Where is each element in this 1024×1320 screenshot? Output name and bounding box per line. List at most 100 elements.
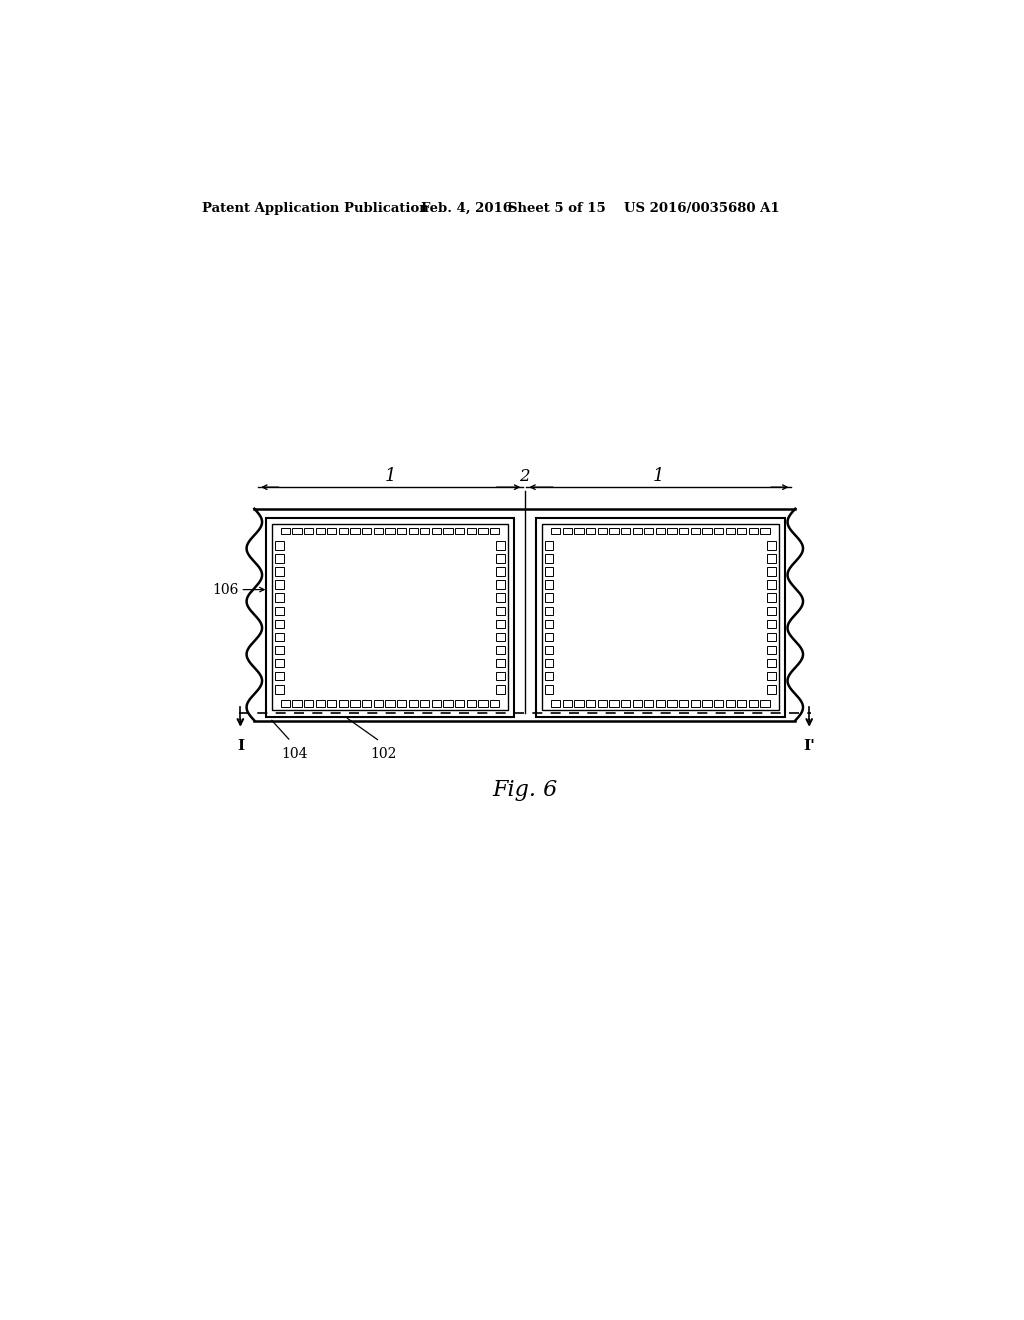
Bar bbox=[496, 568, 505, 576]
Bar bbox=[272, 524, 508, 710]
Bar bbox=[275, 659, 284, 668]
Bar bbox=[304, 701, 313, 706]
Text: 1: 1 bbox=[385, 467, 396, 484]
Bar bbox=[545, 632, 554, 642]
Bar bbox=[432, 701, 441, 706]
Bar bbox=[496, 632, 505, 642]
Bar bbox=[679, 528, 688, 535]
Bar bbox=[767, 607, 776, 615]
Bar bbox=[545, 568, 554, 576]
Bar bbox=[702, 701, 712, 706]
Bar bbox=[275, 568, 284, 576]
Bar bbox=[385, 701, 394, 706]
Bar bbox=[655, 701, 665, 706]
Bar bbox=[767, 541, 776, 549]
Bar bbox=[496, 645, 505, 655]
Bar bbox=[478, 701, 487, 706]
Text: 2: 2 bbox=[519, 467, 530, 484]
Bar bbox=[275, 685, 284, 693]
Bar bbox=[281, 528, 290, 535]
Text: I': I' bbox=[803, 739, 815, 752]
Bar bbox=[545, 581, 554, 589]
Bar bbox=[655, 528, 665, 535]
Bar bbox=[726, 701, 735, 706]
Bar bbox=[275, 541, 284, 549]
Bar bbox=[455, 528, 464, 535]
Bar bbox=[489, 701, 500, 706]
Bar bbox=[621, 701, 630, 706]
Bar bbox=[496, 685, 505, 693]
Bar bbox=[478, 528, 487, 535]
Bar bbox=[767, 672, 776, 681]
Bar bbox=[545, 594, 554, 602]
Bar bbox=[496, 672, 505, 681]
Bar bbox=[397, 701, 407, 706]
Bar bbox=[737, 528, 746, 535]
Bar bbox=[432, 528, 441, 535]
Text: Feb. 4, 2016: Feb. 4, 2016 bbox=[421, 202, 512, 215]
Bar bbox=[374, 528, 383, 535]
Bar bbox=[574, 528, 584, 535]
Bar bbox=[563, 528, 572, 535]
Bar bbox=[644, 701, 653, 706]
Bar bbox=[374, 701, 383, 706]
Bar bbox=[409, 528, 418, 535]
Bar bbox=[749, 701, 758, 706]
Text: 102: 102 bbox=[371, 747, 397, 760]
Bar bbox=[545, 607, 554, 615]
Bar bbox=[586, 528, 595, 535]
Text: Fig. 6: Fig. 6 bbox=[493, 779, 557, 801]
Bar bbox=[668, 701, 677, 706]
Bar bbox=[644, 528, 653, 535]
Bar bbox=[443, 528, 453, 535]
Bar bbox=[545, 619, 554, 628]
Bar bbox=[420, 528, 429, 535]
Bar bbox=[668, 528, 677, 535]
Bar bbox=[726, 528, 735, 535]
Text: 1: 1 bbox=[653, 467, 665, 484]
Text: US 2016/0035680 A1: US 2016/0035680 A1 bbox=[624, 202, 779, 215]
Bar bbox=[679, 701, 688, 706]
Bar bbox=[455, 701, 464, 706]
Bar bbox=[292, 701, 302, 706]
Bar bbox=[574, 701, 584, 706]
Bar bbox=[714, 528, 723, 535]
Bar bbox=[767, 685, 776, 693]
Bar bbox=[767, 581, 776, 589]
Bar bbox=[496, 607, 505, 615]
Bar bbox=[350, 701, 359, 706]
Bar bbox=[275, 632, 284, 642]
Bar bbox=[767, 645, 776, 655]
Bar bbox=[761, 528, 770, 535]
Bar bbox=[328, 528, 337, 535]
Bar bbox=[496, 554, 505, 562]
Bar bbox=[275, 619, 284, 628]
Bar bbox=[350, 528, 359, 535]
Bar bbox=[496, 581, 505, 589]
Bar bbox=[598, 701, 607, 706]
Bar bbox=[545, 672, 554, 681]
Bar bbox=[536, 517, 785, 717]
Bar bbox=[496, 541, 505, 549]
Bar bbox=[542, 524, 779, 710]
Bar bbox=[339, 528, 348, 535]
Bar bbox=[409, 701, 418, 706]
Bar bbox=[362, 528, 372, 535]
Bar bbox=[598, 528, 607, 535]
Bar bbox=[315, 701, 325, 706]
Bar bbox=[749, 528, 758, 535]
Bar bbox=[275, 607, 284, 615]
Bar bbox=[633, 701, 642, 706]
Bar bbox=[292, 528, 302, 535]
Bar bbox=[737, 701, 746, 706]
Bar bbox=[551, 528, 560, 535]
Bar bbox=[545, 685, 554, 693]
Text: 104: 104 bbox=[282, 747, 308, 760]
Bar bbox=[621, 528, 630, 535]
Bar bbox=[496, 594, 505, 602]
Bar bbox=[339, 701, 348, 706]
Bar bbox=[767, 619, 776, 628]
Bar bbox=[761, 701, 770, 706]
Bar bbox=[551, 701, 560, 706]
Bar bbox=[563, 701, 572, 706]
